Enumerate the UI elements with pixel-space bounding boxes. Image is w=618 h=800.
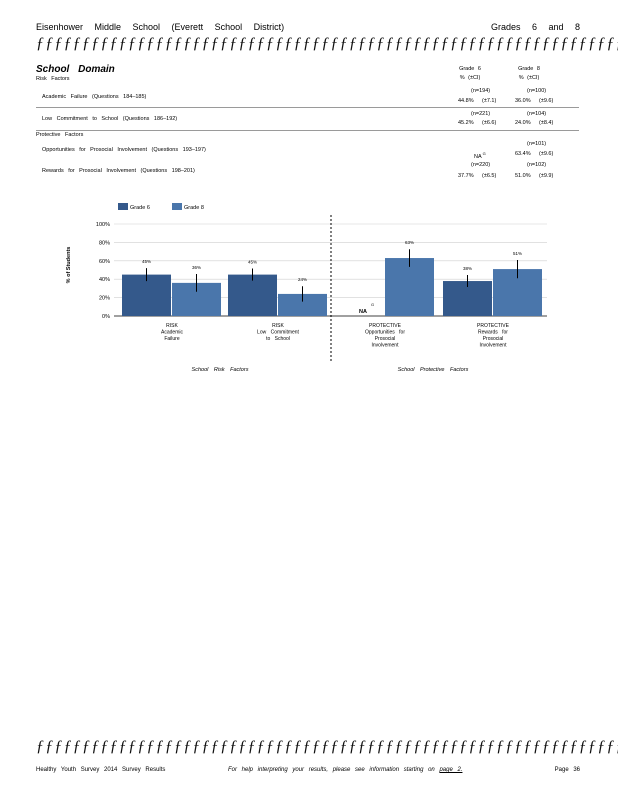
risk-factors-heading: Risk Factors [36,76,70,82]
category-label-2-1: Opportunities for [365,330,405,336]
value-label-2-0: NA [359,309,367,315]
category-label-3-0: PROTECTIVE [477,323,510,329]
group-label-protective: School Protective Factors [398,367,469,373]
category-label-2-2: Prosocial [375,336,396,342]
footer-decorative-rule: ƒƒƒƒƒƒƒƒƒƒƒƒƒƒƒƒƒƒƒƒƒƒƒƒƒƒƒƒƒƒƒƒƒƒƒƒƒƒƒƒ… [36,738,618,755]
row3-g8-n: (n=101) [527,141,547,147]
row1-g6-ci: (±7.1) [482,98,497,104]
row4-g6-ci: (±6.5) [482,173,497,179]
row3-g6-pct: NAG [474,151,486,160]
report-header-grades: Grades 6 and 8 [490,22,580,32]
col-grade8-head: Grade 8 % (±CI) [507,66,551,81]
row4-g6-n: (n=220) [471,162,491,168]
row2-label: Low Commitment to School (Questions 186–… [42,116,178,122]
na-footnote-2-0: G [371,302,374,307]
category-label-0-0: RISK [166,323,178,329]
chart-legend: Grade 6 Grade 8 [118,203,204,211]
value-label-1-1: 24% [298,277,307,282]
y-tick-label-5: 100% [96,222,110,228]
legend-label-grade8: Grade 8 [184,205,204,211]
category-label-0-2: Failure [164,336,180,342]
chart-bars [122,258,542,316]
category-label-3-2: Prosocial [483,336,504,342]
row2-g6-pct: 45.2% [458,120,474,126]
category-label-2-0: PROTECTIVE [369,323,402,329]
category-label-1-0: RISK [272,323,284,329]
value-label-3-1: 51% [513,251,522,256]
row3-g6-na: NA [474,153,482,160]
bar-1-0 [228,274,277,316]
row4-label: Rewards for Prosocial Involvement (Quest… [42,168,195,174]
footer-survey-name: Healthy Youth Survey 2014 Survey Results [36,767,166,773]
row4-g6-pct: 37.7% [458,173,474,179]
value-label-3-0: 38% [463,266,472,271]
chart-error-bars [146,249,518,302]
row2-g6-n: (n=221) [471,111,491,117]
row2-g8-pct: 24.0% [515,120,531,126]
row4-g8-n: (n=102) [527,162,547,168]
row2-g6-ci: (±6.6) [482,120,497,126]
value-label-1-0: 45% [248,260,257,265]
chart-value-labels: 45% 36% 45% 24% NA G 63% 38% 51% [142,240,522,315]
row1-g6-n: (n=194) [471,88,491,94]
chart-y-axis-label: % of Students [66,247,72,284]
col-grade6-sub: % (±CI) [459,75,481,81]
y-tick-label-2: 40% [99,277,110,283]
col-grade6-label: Grade 6 [459,66,481,72]
value-label-0-0: 45% [142,259,151,264]
footer-help-sentence: For help interpreting your results, plea… [228,767,435,773]
value-label-2-1: 63% [405,240,414,245]
footer-help-text: For help interpreting your results, plea… [228,767,462,773]
row1-g8-ci: (±9.6) [539,98,554,104]
group-label-risk: School Risk Factors [192,367,249,373]
footer-page-number: Page 36 [554,767,580,773]
domain-title: School Domain [36,64,115,75]
y-tick-label-1: 20% [99,296,110,302]
value-label-0-1: 36% [192,265,201,270]
row4-g8-pct: 51.0% [515,173,531,179]
legend-label-grade6: Grade 6 [130,205,150,211]
row3-label: Opportunities for Prosocial Involvement … [42,147,206,153]
protective-factors-heading: Protective Factors [36,132,84,138]
row3-g8-pct: 63.4% [515,151,531,157]
legend-swatch-grade8 [172,203,182,210]
bar-1-1 [278,293,327,316]
row2-divider [36,130,579,131]
footer-help-link[interactable]: page 2. [439,767,463,773]
row1-label: Academic Failure (Questions 184–185) [42,94,147,100]
col-grade8-label: Grade 8 [518,66,540,72]
bar-2-1 [385,258,434,316]
row1-g6-pct: 44.8% [458,98,474,104]
category-label-1-2: to School [266,336,290,342]
category-label-3-3: Involvement [480,343,508,349]
row1-g8-n: (n=100) [527,88,547,94]
y-tick-label-3: 60% [99,259,110,265]
row4-g8-ci: (±9.9) [539,173,554,179]
report-header-school: Eisenhower Middle School (Everett School… [36,22,285,32]
row1-divider [36,107,579,108]
category-label-3-1: Rewards for [478,330,508,336]
col-grade6-head: Grade 6 % (±CI) [448,66,492,81]
row2-g8-ci: (±8.4) [539,120,554,126]
school-domain-bar-chart: Grade 6 Grade 8 % of Students 0% 20% 40% 60… [66,203,547,373]
y-tick-label-4: 80% [99,240,110,246]
category-label-1-1: Low Commitment [257,330,300,336]
y-tick-label-0: 0% [102,314,110,320]
category-label-0-1: Academic [161,330,183,336]
col-grade8-sub: % (±CI) [518,75,540,81]
row2-g8-n: (n=104) [527,111,547,117]
row3-g6-na-note: G [482,151,486,156]
chart-y-ticks: 0% 20% 40% 60% 80% 100% [96,222,110,320]
row1-g8-pct: 36.0% [515,98,531,104]
bar-0-0 [122,274,171,316]
row3-g8-ci: (±9.6) [539,151,554,157]
category-label-2-3: Involvement [372,343,400,349]
legend-swatch-grade6 [118,203,128,210]
header-decorative-rule: ƒƒƒƒƒƒƒƒƒƒƒƒƒƒƒƒƒƒƒƒƒƒƒƒƒƒƒƒƒƒƒƒƒƒƒƒƒƒƒƒ… [36,35,618,52]
